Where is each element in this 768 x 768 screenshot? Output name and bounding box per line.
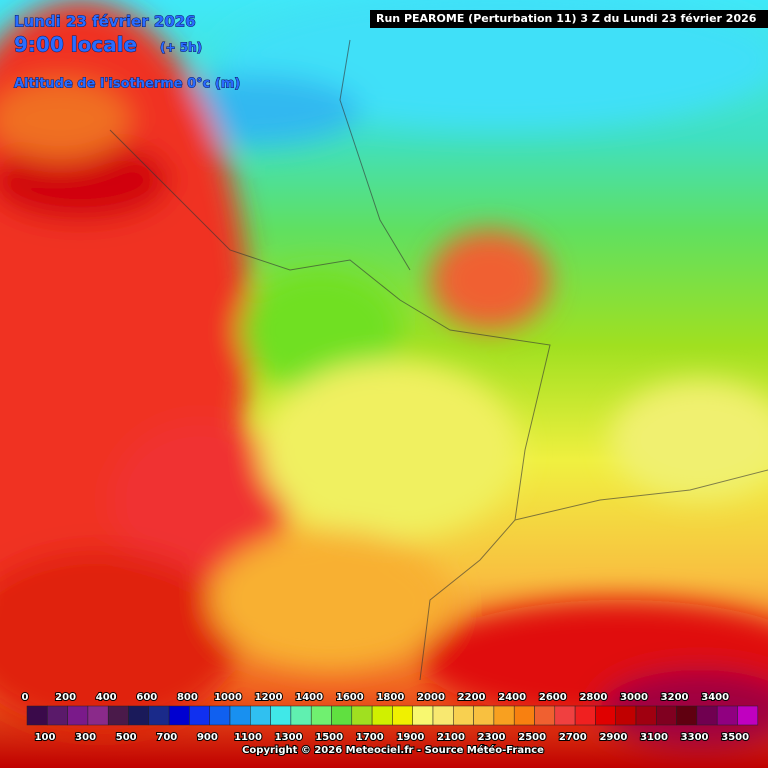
legend-label: 3500 (721, 732, 749, 743)
legend-swatch (635, 705, 657, 726)
legend-swatch (371, 705, 393, 726)
legend-label: 2400 (498, 692, 526, 703)
legend-label: 2800 (579, 692, 607, 703)
legend-label: 200 (55, 692, 76, 703)
legend-swatch (696, 705, 718, 726)
legend-swatch (534, 705, 556, 726)
legend-swatch (676, 705, 698, 726)
legend-label: 600 (136, 692, 157, 703)
legend-swatch (473, 705, 495, 726)
legend-swatch (47, 705, 68, 726)
legend-swatch (107, 705, 129, 726)
legend-swatch (290, 705, 312, 726)
parameter: Altitude de l'isotherme 0°c (m) (14, 77, 240, 92)
legend-label: 2200 (458, 692, 486, 703)
legend-label: 1900 (396, 732, 424, 743)
legend-swatch (209, 705, 231, 726)
legend-label: 2300 (478, 732, 506, 743)
legend-swatch (128, 705, 150, 726)
legend-swatch (250, 705, 271, 726)
legend-swatch (26, 705, 48, 726)
legend-swatch (554, 705, 576, 726)
legend-swatch (453, 705, 474, 726)
legend-label: 3400 (701, 692, 729, 703)
legend-label: 3000 (620, 692, 648, 703)
legend-label: 1700 (356, 732, 384, 743)
legend-label: 2900 (599, 732, 627, 743)
legend-label: 2500 (518, 732, 546, 743)
legend-swatch (67, 705, 89, 726)
legend-label: 2100 (437, 732, 465, 743)
copyright: Copyright © 2026 Meteociel.fr - Source M… (242, 744, 544, 756)
legend-swatch (737, 705, 759, 726)
legend-label: 100 (35, 732, 56, 743)
legend: 0 200 400 600 800 1000 1200 1400 1600 1800 2000 220… (21, 691, 759, 744)
legend-label: 0 (22, 692, 29, 703)
legend-swatch (716, 705, 738, 726)
map-fields (0, 0, 768, 750)
legend-label: 300 (75, 732, 96, 743)
offset: (+ 5h) (160, 41, 202, 55)
legend-swatch (168, 705, 190, 726)
legend-label: 1800 (376, 692, 404, 703)
legend-label: 2000 (417, 692, 445, 703)
run-info: Run PEAROME (Perturbation 11) 3 Z du Lun… (376, 12, 757, 25)
legend-label: 1600 (336, 692, 364, 703)
legend-swatch (189, 705, 210, 726)
legend-swatch (87, 705, 109, 726)
legend-label: 2600 (539, 692, 567, 703)
legend-label: 1200 (255, 692, 283, 703)
legend-label: 3100 (640, 732, 668, 743)
legend-label: 1300 (275, 732, 303, 743)
legend-swatch (615, 705, 637, 726)
legend-label: 2700 (559, 732, 587, 743)
legend-swatch (432, 705, 454, 726)
borders (109, 39, 768, 681)
legend-label: 900 (197, 732, 218, 743)
legend-label: 700 (156, 732, 177, 743)
run-banner (370, 10, 768, 28)
legend-label: 1500 (315, 732, 343, 743)
legend-swatch (412, 705, 434, 726)
legend-swatch (513, 705, 535, 726)
time: 9:00 locale (14, 33, 137, 57)
date: Lundi 23 février 2026 (14, 13, 196, 31)
legend-label: 400 (96, 692, 117, 703)
legend-swatch (270, 705, 292, 726)
legend-label: 1000 (214, 692, 242, 703)
legend-swatch (310, 705, 332, 726)
legend-swatch (493, 705, 515, 726)
legend-swatch (595, 705, 616, 726)
legend-label: 1100 (234, 732, 262, 743)
legend-swatch (574, 705, 596, 726)
legend-label: 1400 (295, 692, 323, 703)
legend-swatch (148, 705, 170, 726)
legend-label: 3200 (661, 692, 689, 703)
legend-swatch (392, 705, 413, 726)
legend-swatch (351, 705, 373, 726)
legend-label: 3300 (681, 732, 709, 743)
legend-swatch (229, 705, 251, 726)
legend-swatch (656, 705, 677, 726)
legend-label: 800 (177, 692, 198, 703)
legend-label: 500 (116, 732, 137, 743)
legend-swatch (331, 705, 353, 726)
